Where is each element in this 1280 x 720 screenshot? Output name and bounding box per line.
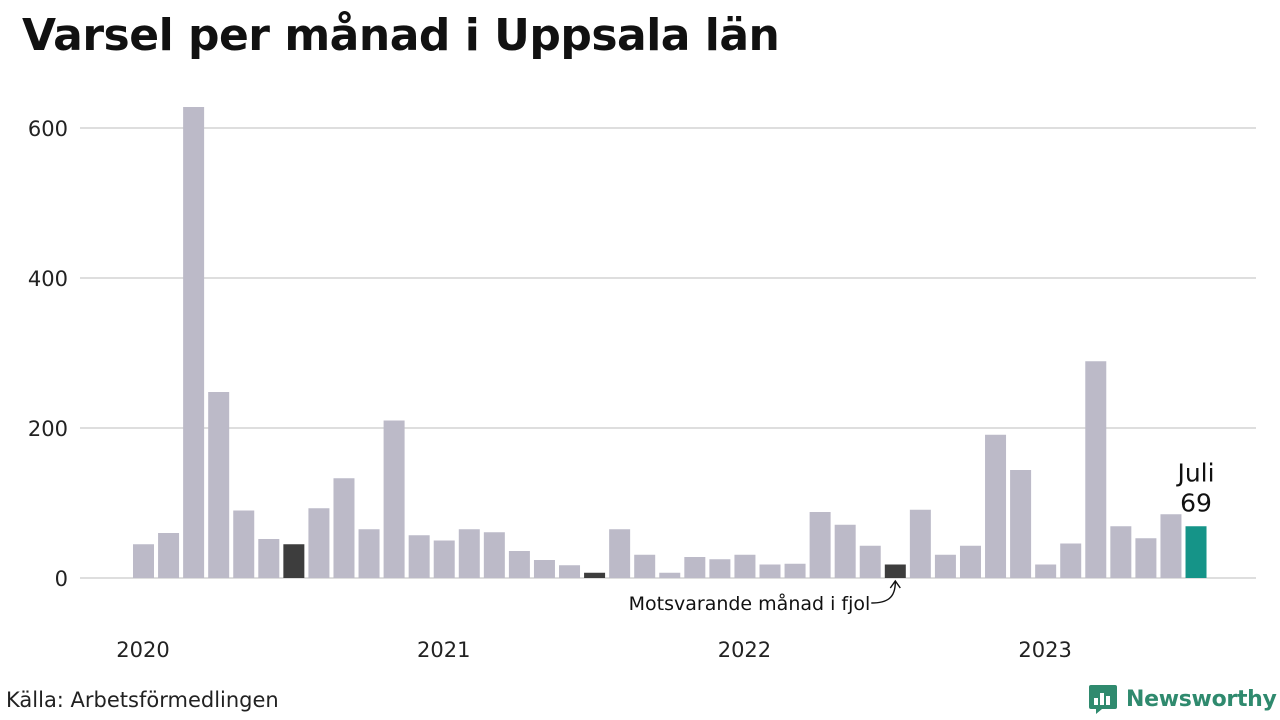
x-tick-label: 2022 xyxy=(718,638,771,662)
bar-2021-11 xyxy=(684,557,706,578)
newsworthy-logo-text: Newsworthy xyxy=(1126,686,1277,712)
annotations: Juli 69 Motsvarande månad i fjol xyxy=(629,458,1215,615)
bar-2021-03 xyxy=(483,532,505,578)
bar-2022-12 xyxy=(1010,470,1032,578)
bar-2022-04 xyxy=(809,512,831,578)
bar-2021-04 xyxy=(508,551,530,578)
bar-2020-04 xyxy=(208,392,230,578)
y-tick-label: 0 xyxy=(55,567,68,591)
bar-2021-07 xyxy=(584,572,606,578)
newsworthy-logo-icon xyxy=(1089,685,1117,714)
chart-title: Varsel per månad i Uppsala län xyxy=(22,10,780,61)
bar-2021-01 xyxy=(433,540,455,578)
bar-2021-05 xyxy=(533,560,555,578)
newsworthy-logo: Newsworthy xyxy=(1088,683,1277,715)
bar-2022-09 xyxy=(934,554,956,578)
y-axis: 0 200 400 600 xyxy=(28,117,68,591)
y-tick-label: 200 xyxy=(28,417,68,441)
bar-2023-07 xyxy=(1185,526,1207,578)
bar-2020-12 xyxy=(408,535,430,578)
bar-2021-08 xyxy=(609,529,631,578)
bar-2021-09 xyxy=(634,554,656,578)
bar-2022-10 xyxy=(959,545,981,578)
bar-2022-05 xyxy=(834,524,856,578)
bar-2020-06 xyxy=(258,539,280,578)
bar-2023-05 xyxy=(1135,538,1157,578)
latest-value-label: 69 xyxy=(1180,488,1212,517)
x-axis: 2020 2021 2022 2023 xyxy=(116,638,1072,662)
y-tick-label: 400 xyxy=(28,267,68,291)
bar-2020-09 xyxy=(333,478,355,578)
bar-2020-10 xyxy=(358,529,380,578)
previous-year-note: Motsvarande månad i fjol xyxy=(629,592,871,615)
gridlines xyxy=(80,127,1256,579)
x-tick-label: 2020 xyxy=(116,638,169,662)
bar-2021-10 xyxy=(659,572,681,578)
bar-2020-01 xyxy=(133,544,154,578)
bar-2020-11 xyxy=(383,420,405,578)
bar-chart: 0 200 400 600 2020 2021 2022 2023 Juli 69 Mots… xyxy=(28,107,1256,662)
bar-2021-02 xyxy=(458,529,480,578)
bar-2022-03 xyxy=(784,563,806,578)
bar-2023-06 xyxy=(1160,514,1182,578)
bar-2023-04 xyxy=(1110,526,1132,578)
bars xyxy=(133,107,1207,578)
latest-month-label: Juli xyxy=(1175,458,1214,487)
bar-2022-02 xyxy=(759,564,781,578)
bar-2020-05 xyxy=(233,510,255,578)
bar-2020-08 xyxy=(308,508,330,578)
source-note: Källa: Arbetsförmedlingen xyxy=(6,688,279,712)
bar-2023-03 xyxy=(1085,361,1107,578)
x-tick-label: 2023 xyxy=(1018,638,1071,662)
previous-year-arrow xyxy=(871,581,896,604)
x-tick-label: 2021 xyxy=(417,638,470,662)
bar-2022-07 xyxy=(884,564,906,578)
bar-2022-08 xyxy=(909,509,931,578)
bar-2023-01 xyxy=(1035,564,1057,578)
bar-2022-06 xyxy=(859,545,881,578)
bar-2022-11 xyxy=(985,434,1007,578)
bar-2022-01 xyxy=(734,554,756,578)
bar-2021-06 xyxy=(559,565,581,578)
bar-2021-12 xyxy=(709,559,731,578)
bar-2023-02 xyxy=(1060,543,1082,578)
previous-year-arrowhead xyxy=(889,579,901,589)
y-tick-label: 600 xyxy=(28,117,68,141)
bar-2020-03 xyxy=(183,107,205,578)
bar-2020-02 xyxy=(158,533,180,578)
bar-2020-07 xyxy=(283,544,305,578)
